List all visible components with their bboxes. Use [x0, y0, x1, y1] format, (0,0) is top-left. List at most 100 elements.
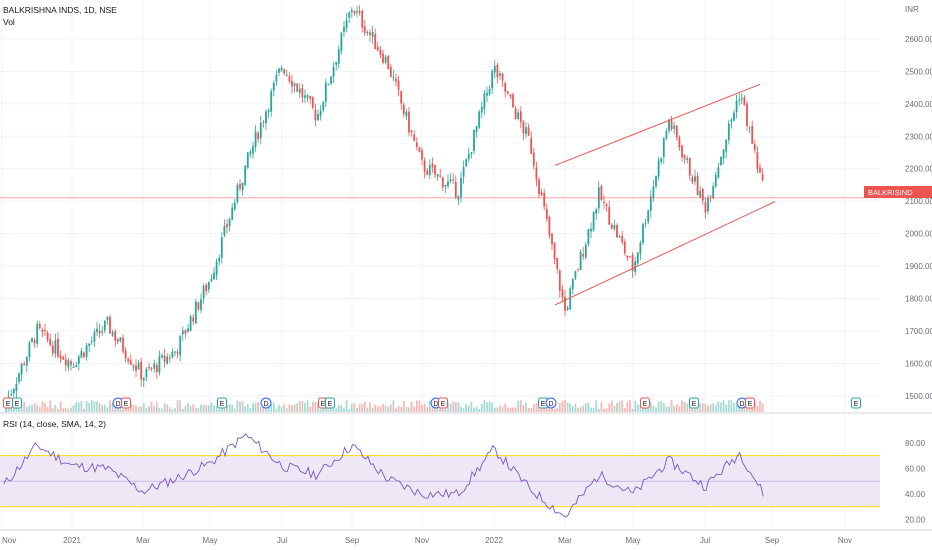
volume-bar	[155, 402, 158, 412]
volume-bar	[431, 406, 434, 412]
candle-body	[696, 175, 699, 196]
event-marker-label: E	[328, 401, 333, 408]
volume-bar	[574, 403, 577, 412]
volume-bar	[517, 400, 520, 412]
candle-body	[155, 365, 158, 373]
volume-bar	[413, 406, 416, 412]
candle-body	[259, 122, 262, 139]
candle-body	[561, 289, 564, 298]
candle-body	[426, 170, 429, 176]
candle-body	[348, 12, 351, 18]
volume-bar	[756, 405, 759, 412]
candle-body	[119, 337, 122, 342]
volume-bar	[205, 405, 208, 412]
volume-bar	[353, 403, 356, 412]
candle-body	[337, 49, 340, 64]
candle-body	[140, 361, 143, 380]
volume-bar	[283, 404, 286, 412]
volume-bar	[514, 407, 517, 412]
volume-bar	[296, 403, 299, 412]
candle-body	[540, 192, 543, 196]
candle-body	[569, 288, 572, 310]
volume-bar	[246, 403, 249, 412]
volume-bar	[532, 404, 535, 412]
volume-bar	[712, 403, 715, 412]
candle-body	[501, 73, 504, 81]
volume-bar	[137, 407, 140, 412]
candle-body	[244, 165, 247, 185]
candle-body	[657, 160, 660, 177]
time-tick-label: 2022	[485, 536, 503, 545]
candle-body	[210, 279, 213, 281]
volume-bar	[426, 406, 429, 412]
price-tick-label: 2000.00	[905, 230, 932, 239]
volume-bar	[597, 408, 600, 412]
candle-body	[428, 165, 431, 176]
event-marker: E	[745, 397, 755, 409]
candle-body	[480, 107, 483, 113]
candle-body	[10, 394, 13, 396]
volume-bar	[704, 403, 707, 412]
volume-bar	[478, 408, 481, 412]
volume-bar	[93, 401, 96, 412]
candle-body	[545, 208, 548, 219]
candle-body	[33, 340, 36, 344]
volume-bar	[262, 405, 265, 412]
candle-body	[688, 158, 691, 176]
candle-body	[262, 121, 265, 123]
candle-body	[592, 212, 595, 231]
volume-bar	[616, 402, 618, 412]
volume-bar	[324, 405, 327, 412]
candle-body	[223, 226, 226, 236]
candle-body	[20, 363, 23, 375]
candle-body	[395, 78, 397, 82]
volume-bar	[631, 408, 634, 412]
volume-bar	[319, 408, 322, 412]
candle-body	[161, 355, 163, 358]
candle-body	[610, 224, 613, 229]
volume-bar	[106, 407, 109, 412]
volume-bar	[309, 406, 312, 412]
volume-bar	[314, 401, 317, 412]
candle-body	[670, 120, 673, 129]
price-tick-label: 2200.00	[905, 165, 932, 174]
candle-body	[436, 174, 439, 177]
volume-bar	[626, 401, 629, 412]
price-tick-label: 2400.00	[905, 100, 932, 109]
candle-body	[678, 137, 681, 148]
volume-bar	[629, 400, 631, 412]
candle-body	[447, 181, 449, 187]
candle-body	[166, 356, 169, 364]
volume-bar	[462, 408, 465, 412]
volume-bar	[101, 405, 104, 412]
candle-body	[746, 103, 748, 127]
volume-bar	[356, 407, 358, 412]
event-marker: E	[851, 397, 861, 409]
volume-bar	[571, 406, 574, 412]
volume-bar	[322, 405, 325, 412]
candle-body	[418, 147, 421, 152]
event-marker: D	[112, 397, 124, 409]
last-price-badge	[864, 186, 932, 198]
candle-body	[571, 278, 574, 289]
volume-bar	[717, 401, 720, 412]
candle-body	[98, 330, 101, 334]
volume-bar	[722, 400, 725, 412]
candle-body	[296, 83, 299, 92]
candle-body	[202, 286, 205, 299]
volume-bar	[577, 407, 579, 412]
time-tick-label: Sep	[765, 536, 780, 545]
volume-bar	[291, 405, 293, 412]
candle-body	[590, 228, 592, 232]
candle-body	[387, 56, 390, 70]
candle-body	[246, 152, 249, 168]
candle-body	[59, 355, 62, 359]
volume-bar	[525, 402, 527, 412]
candle-body	[272, 82, 275, 91]
candle-body	[103, 320, 106, 331]
volume-bar	[90, 400, 93, 412]
event-marker-label: E	[124, 401, 129, 408]
volume-bar	[64, 407, 67, 412]
candle-body	[727, 123, 730, 141]
volume-bar	[504, 403, 507, 412]
